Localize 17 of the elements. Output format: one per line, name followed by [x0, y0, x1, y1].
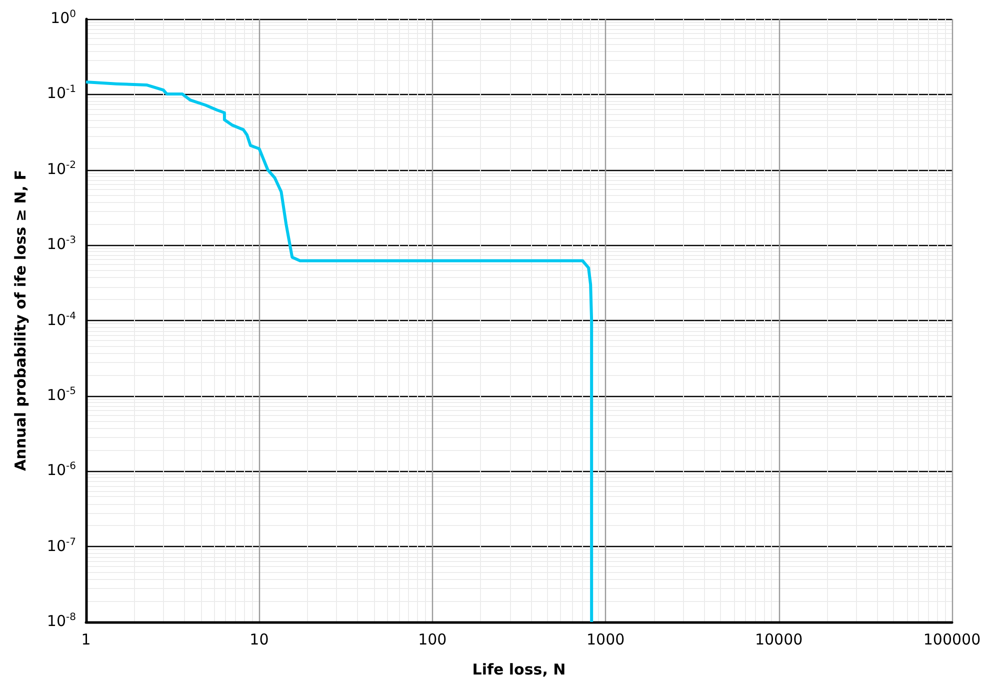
x-tick-label: 1000 — [586, 630, 625, 648]
y-tick-label: 10$^{-7}$ — [46, 536, 76, 557]
y-tick-label: 10$^{-6}$ — [46, 461, 76, 482]
x-tick-label: 1 — [81, 630, 91, 648]
x-tick-label: 10 — [250, 630, 269, 648]
y-tick-label: 10$^{-3}$ — [46, 235, 76, 256]
y-tick-label: 10$^{-4}$ — [46, 310, 76, 330]
y-tick-label: 10$^{-5}$ — [46, 386, 76, 406]
x-axis-title: Life loss, N — [472, 660, 566, 678]
y-tick-label: 10$^{-2}$ — [46, 160, 76, 180]
y-tick-label: 10$^{-8}$ — [46, 612, 76, 632]
x-tick-label: 10000 — [754, 630, 803, 648]
x-tick-label: 100 — [418, 630, 447, 648]
x-tick-label: 100000 — [923, 630, 981, 648]
y-tick-label: 10$^{0}$ — [50, 9, 76, 29]
y-tick-label: 10$^{-1}$ — [46, 84, 76, 104]
y-axis-title: Annual probability of ife loss ≥ N, F — [12, 170, 30, 471]
